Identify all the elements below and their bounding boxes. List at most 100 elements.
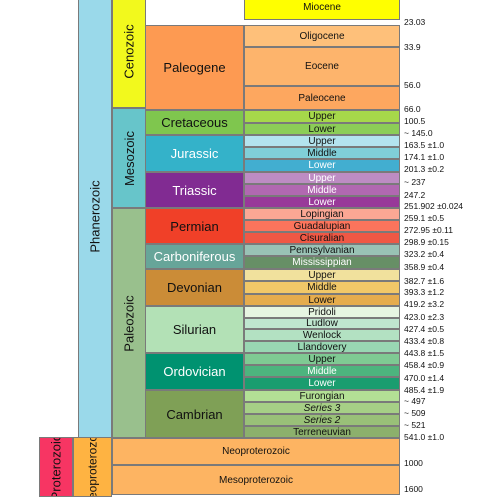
- epoch-label: Middle: [307, 282, 337, 293]
- epoch-triassic-middle: Middle: [244, 184, 400, 196]
- epoch-cretaceous-lower: Lower: [244, 123, 400, 135]
- eon-proterozoic: Proterozoic: [39, 437, 73, 497]
- period-permian: Permian: [145, 208, 244, 244]
- age-boundary-label: 323.2 ±0.4: [404, 249, 445, 259]
- epoch-label: Ludlow: [306, 318, 338, 329]
- age-boundary-label: 163.5 ±1.0: [404, 140, 445, 150]
- epoch-label: Lower: [308, 196, 336, 208]
- age-boundary-label: 382.7 ±1.6: [404, 276, 445, 286]
- epoch-pridoli: Pridoli: [244, 306, 400, 318]
- period-neoproterozoic-period: Neoproterozoic: [112, 438, 400, 465]
- epoch-label: Paleocene: [298, 92, 346, 104]
- epoch-label: Lower: [308, 294, 336, 306]
- period-label: Neoproterozoic: [222, 446, 290, 457]
- epoch-ordovician-upper: Upper: [244, 353, 400, 365]
- period-label: Triassic: [172, 182, 217, 198]
- era-neoproterozoic: Neoproterozoic: [73, 437, 112, 497]
- epoch-furongian: Furongian: [244, 390, 400, 402]
- era-mesozoic: Mesozoic: [112, 108, 146, 208]
- period-cambrian: Cambrian: [145, 390, 244, 438]
- age-boundary-label: 423.0 ±2.3: [404, 312, 445, 322]
- age-boundary-label: 23.03: [404, 17, 426, 27]
- epoch-label: Middle: [307, 365, 337, 377]
- epoch-label: Terreneuvian: [293, 426, 351, 438]
- epoch-series2: Series 2: [244, 414, 400, 426]
- period-label: Paleogene: [163, 60, 226, 75]
- period-label: Permian: [170, 218, 219, 234]
- age-boundary-label: ~ 237: [404, 177, 426, 187]
- epoch-jurassic-middle: Middle: [244, 147, 400, 159]
- epoch-label: Upper: [308, 111, 336, 122]
- era-label: Mesozoic: [121, 130, 137, 186]
- age-boundary-label: ~ 497: [404, 396, 426, 406]
- epoch-paleocene: Paleocene: [244, 86, 400, 110]
- period-jurassic: Jurassic: [145, 135, 244, 172]
- epoch-miocene: Miocene: [244, 0, 400, 20]
- period-paleogene: Paleogene: [145, 25, 244, 110]
- epoch-label: Oligocene: [299, 30, 345, 42]
- period-label: Carboniferous: [153, 249, 236, 264]
- epoch-label: Series 2: [303, 414, 341, 426]
- epoch-jurassic-lower: Lower: [244, 159, 400, 172]
- age-boundary-label: 485.4 ±1.9: [404, 385, 445, 395]
- age-boundary-label: 427.4 ±0.5: [404, 324, 445, 334]
- epoch-wenlock: Wenlock: [244, 329, 400, 341]
- age-boundary-label: 358.9 ±0.4: [404, 262, 445, 272]
- epoch-label: Middle: [307, 147, 337, 159]
- age-boundary-label: 1600: [404, 484, 423, 494]
- epoch-guadalupian: Guadalupian: [244, 220, 400, 232]
- period-silurian: Silurian: [145, 306, 244, 353]
- age-boundary-label: 174.1 ±1.0: [404, 152, 445, 162]
- age-boundary-label: 56.0: [404, 80, 421, 90]
- age-boundary-label: ~ 521: [404, 420, 426, 430]
- epoch-label: Pennsylvanian: [289, 244, 355, 256]
- period-devonian: Devonian: [145, 269, 244, 306]
- epoch-label: Upper: [308, 353, 336, 365]
- age-boundary-label: 393.3 ±1.2: [404, 287, 445, 297]
- age-boundary-label: 100.5: [404, 116, 426, 126]
- epoch-label: Pridoli: [308, 306, 336, 318]
- epoch-series3: Series 3: [244, 402, 400, 414]
- age-boundary-label: 470.0 ±1.4: [404, 373, 445, 383]
- age-boundary-label: 443.8 ±1.5: [404, 348, 445, 358]
- epoch-devonian-middle: Middle: [244, 281, 400, 294]
- period-cretaceous: Cretaceous: [145, 110, 244, 135]
- epoch-jurassic-upper: Upper: [244, 135, 400, 147]
- epoch-cisuralian: Cisuralian: [244, 232, 400, 244]
- era-paleozoic: Paleozoic: [112, 208, 146, 438]
- period-label: Devonian: [167, 280, 222, 295]
- age-boundary-label: 33.9: [404, 42, 421, 52]
- epoch-label: Upper: [308, 269, 336, 281]
- epoch-label: Cisuralian: [299, 232, 345, 244]
- epoch-label: Series 3: [303, 402, 341, 414]
- epoch-cretaceous-upper: Upper: [244, 110, 400, 123]
- era-cenozoic: Cenozoic: [112, 0, 146, 108]
- age-boundary-label: 259.1 ±0.5: [404, 213, 445, 223]
- period-label: Jurassic: [170, 146, 219, 161]
- age-boundary-label: 66.0: [404, 104, 421, 114]
- epoch-ordovician-lower: Lower: [244, 377, 400, 390]
- period-ordovician: Ordovician: [145, 353, 244, 390]
- epoch-label: Llandovery: [297, 341, 347, 353]
- period-label: Cretaceous: [161, 115, 228, 130]
- era-label: Neoproterozoic: [85, 437, 100, 497]
- epoch-triassic-upper: Upper: [244, 172, 400, 184]
- epoch-label: Lower: [308, 378, 336, 389]
- epoch-triassic-lower: Lower: [244, 196, 400, 208]
- age-boundary-label: ~ 145.0: [404, 128, 433, 138]
- epoch-label: Lower: [308, 160, 336, 171]
- epoch-devonian-upper: Upper: [244, 269, 400, 281]
- epoch-terreneuvian: Terreneuvian: [244, 426, 400, 438]
- epoch-label: Lopingian: [300, 208, 344, 220]
- epoch-pennsylvanian: Pennsylvanian: [244, 244, 400, 256]
- epoch-label: Miocene: [303, 2, 341, 13]
- age-boundary-label: 201.3 ±0.2: [404, 164, 445, 174]
- period-triassic: Triassic: [145, 172, 244, 208]
- era-label: Paleozoic: [121, 294, 137, 352]
- age-boundary-label: 458.4 ±0.9: [404, 360, 445, 370]
- epoch-label: Guadalupian: [293, 220, 351, 232]
- epoch-label: Eocene: [305, 61, 339, 72]
- epoch-lopingian: Lopingian: [244, 208, 400, 220]
- epoch-llandovery: Llandovery: [244, 341, 400, 353]
